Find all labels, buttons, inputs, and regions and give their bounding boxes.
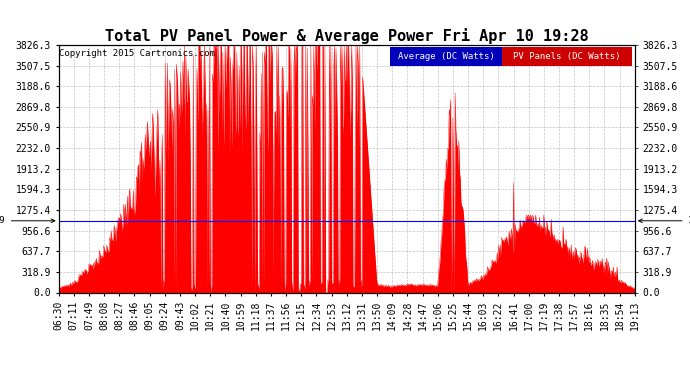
Title: Total PV Panel Power & Average Power Fri Apr 10 19:28: Total PV Panel Power & Average Power Fri… [105,28,589,44]
Text: 1108.59: 1108.59 [639,216,690,225]
Text: PV Panels (DC Watts): PV Panels (DC Watts) [513,53,621,62]
FancyBboxPatch shape [390,48,502,66]
Text: Copyright 2015 Cartronics.com: Copyright 2015 Cartronics.com [59,49,215,58]
Text: Average (DC Watts): Average (DC Watts) [397,53,495,62]
Text: 1108.59: 1108.59 [0,216,55,225]
FancyBboxPatch shape [502,48,632,66]
